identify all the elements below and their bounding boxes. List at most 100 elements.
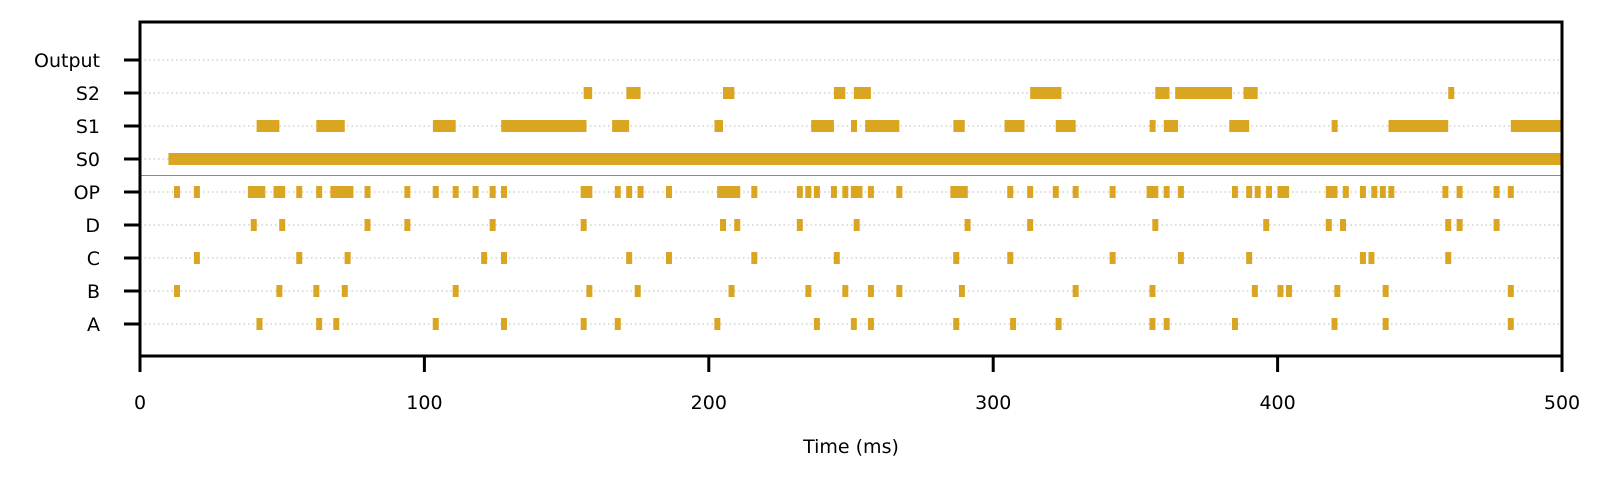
event-mark-b — [173, 285, 180, 297]
interval-mark-s2 — [1448, 87, 1455, 99]
event-mark-op — [1163, 186, 1170, 198]
y-tick-label-op: OP — [74, 182, 100, 204]
event-mark-op — [856, 186, 863, 198]
interval-mark-s1 — [432, 120, 456, 132]
interval-mark-s2 — [833, 87, 846, 99]
event-mark-b — [586, 285, 593, 297]
interval-mark-s1 — [1055, 120, 1076, 132]
event-mark-b — [958, 285, 965, 297]
interval-mark-s1 — [865, 120, 900, 132]
interval-mark-s2 — [583, 87, 593, 99]
event-mark-op — [253, 186, 260, 198]
interval-mark-s1 — [714, 120, 724, 132]
interval-mark-s2 — [853, 87, 871, 99]
event-mark-op — [1283, 186, 1290, 198]
event-mark-op — [1007, 186, 1014, 198]
event-mark-c — [665, 252, 672, 264]
interval-mark-s1 — [953, 120, 965, 132]
event-mark-a — [1507, 318, 1514, 330]
x-axis: 0 100 200 300 400 500 — [134, 356, 1580, 414]
event-mark-b — [842, 285, 849, 297]
event-mark-op — [1146, 186, 1153, 198]
event-mark-op — [961, 186, 968, 198]
event-mark-a — [1055, 318, 1062, 330]
event-mark-op — [1331, 186, 1338, 198]
event-mark-op — [404, 186, 411, 198]
event-mark-op — [1442, 186, 1449, 198]
event-mark-op — [330, 186, 337, 198]
event-mark-a — [867, 318, 874, 330]
event-mark-b — [1334, 285, 1341, 297]
event-mark-op — [1456, 186, 1463, 198]
event-mark-d — [796, 219, 803, 231]
event-mark-op — [247, 186, 254, 198]
event-mark-a — [256, 318, 263, 330]
interval-mark-s0 — [168, 153, 1563, 165]
event-mark-a — [1163, 318, 1170, 330]
event-mark-op — [1388, 186, 1395, 198]
event-mark-a — [1231, 318, 1238, 330]
event-mark-op — [751, 186, 758, 198]
event-mark-b — [634, 285, 641, 297]
event-mark-b — [728, 285, 735, 297]
event-mark-b — [452, 285, 459, 297]
event-mark-b — [1251, 285, 1258, 297]
event-mark-b — [867, 285, 874, 297]
event-mark-d — [404, 219, 411, 231]
event-mark-a — [501, 318, 508, 330]
event-mark-op — [347, 186, 354, 198]
event-mark-op — [1507, 186, 1514, 198]
event-mark-c — [1359, 252, 1366, 264]
event-mark-op — [950, 186, 957, 198]
event-mark-op — [813, 186, 820, 198]
y-tick-label-b: B — [87, 281, 100, 303]
event-mark-op — [173, 186, 180, 198]
event-mark-c — [1445, 252, 1452, 264]
event-mark-op — [316, 186, 323, 198]
event-mark-a — [813, 318, 820, 330]
event-mark-c — [1177, 252, 1184, 264]
event-mark-d — [1445, 219, 1452, 231]
interval-mark-s1 — [1229, 120, 1250, 132]
event-mark-a — [1010, 318, 1017, 330]
interval-mark-s2 — [1175, 87, 1233, 99]
x-tick-label-400: 400 — [1259, 392, 1295, 414]
y-tick-label-s0: S0 — [76, 149, 100, 171]
event-mark-op — [193, 186, 200, 198]
event-mark-c — [501, 252, 508, 264]
event-mark-a — [614, 318, 621, 330]
event-mark-c — [193, 252, 200, 264]
event-mark-b — [1072, 285, 1079, 297]
event-mark-d — [1263, 219, 1270, 231]
event-mark-op — [1246, 186, 1253, 198]
event-mark-c — [626, 252, 633, 264]
event-mark-op — [1052, 186, 1059, 198]
event-mark-op — [1359, 186, 1366, 198]
event-mark-op — [805, 186, 812, 198]
y-tick-label-c: C — [87, 248, 100, 270]
event-mark-a — [714, 318, 721, 330]
event-mark-c — [1109, 252, 1116, 264]
event-mark-op — [896, 186, 903, 198]
event-mark-d — [720, 219, 727, 231]
y-tick-label-a: A — [87, 314, 100, 336]
y-tick-label-s2: S2 — [76, 83, 100, 105]
event-mark-b — [341, 285, 348, 297]
event-mark-op — [796, 186, 803, 198]
event-mark-op — [259, 186, 266, 198]
y-tick-label-s1: S1 — [76, 116, 100, 138]
event-mark-op — [279, 186, 286, 198]
event-mark-op — [1493, 186, 1500, 198]
event-mark-op — [273, 186, 280, 198]
event-mark-c — [953, 252, 960, 264]
event-mark-op — [1379, 186, 1386, 198]
event-mark-d — [279, 219, 286, 231]
event-mark-op — [336, 186, 343, 198]
x-tick-label-500: 500 — [1544, 392, 1580, 414]
interval-mark-s2 — [1030, 87, 1062, 99]
event-mark-op — [452, 186, 459, 198]
event-mark-d — [853, 219, 860, 231]
event-mark-op — [842, 186, 849, 198]
event-mark-op — [1325, 186, 1332, 198]
event-mark-op — [734, 186, 741, 198]
